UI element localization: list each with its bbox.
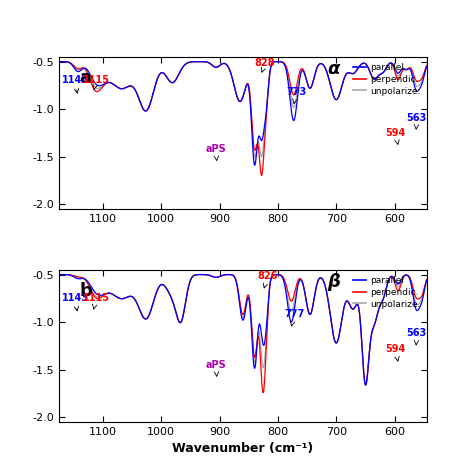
Text: 594: 594 bbox=[385, 345, 406, 361]
Text: aPS: aPS bbox=[206, 144, 227, 161]
Text: 828: 828 bbox=[255, 58, 275, 72]
Text: 563: 563 bbox=[407, 112, 427, 129]
Text: 1143: 1143 bbox=[62, 293, 89, 311]
Text: 563: 563 bbox=[407, 328, 427, 345]
Text: 1143: 1143 bbox=[62, 74, 89, 93]
Text: β: β bbox=[328, 273, 340, 291]
Legend: parallel, perpendic., unpolarize.: parallel, perpendic., unpolarize. bbox=[351, 62, 422, 98]
Text: aPS: aPS bbox=[206, 360, 227, 376]
X-axis label: Wavenumber (cm⁻¹): Wavenumber (cm⁻¹) bbox=[173, 442, 313, 455]
Text: b: b bbox=[80, 282, 92, 300]
Text: 1115: 1115 bbox=[82, 293, 109, 309]
Text: 594: 594 bbox=[385, 128, 406, 145]
Text: 826: 826 bbox=[257, 271, 278, 288]
Text: 1115: 1115 bbox=[82, 74, 109, 90]
Text: α: α bbox=[328, 60, 340, 78]
Legend: parallel, perpendic., unpolarize.: parallel, perpendic., unpolarize. bbox=[351, 274, 422, 310]
Text: a: a bbox=[80, 69, 91, 87]
Text: 777: 777 bbox=[284, 310, 304, 326]
Text: 773: 773 bbox=[286, 87, 307, 103]
